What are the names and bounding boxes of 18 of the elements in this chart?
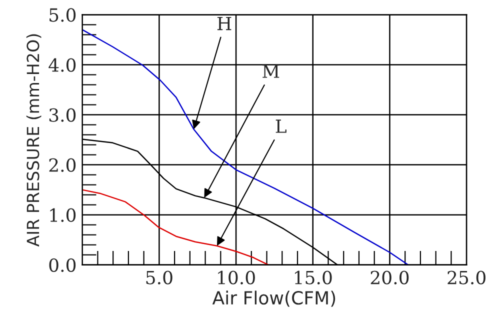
y-tick-label: 4.0 [48,58,76,72]
y-tick-label: 1.0 [50,208,76,222]
annotation: M [262,64,280,78]
y-axis-title: AIR PRESSURE (mm-H2O) [26,34,42,247]
line-series [82,189,269,265]
x-axis-title: Air Flow(CFM) [212,290,336,307]
x-tick-label: 25.0 [448,270,486,284]
x-tick-label: 20.0 [370,270,409,284]
y-tick-label: 5.0 [50,8,76,22]
x-tick-label: 15.0 [294,270,332,284]
y-tick-label: 3.0 [49,108,76,122]
y-tick-label: 0.0 [49,258,76,272]
line-series [82,29,409,265]
annotation: L [276,120,286,133]
annotation: H [217,16,232,30]
x-tick-label: 5.0 [146,270,172,284]
x-tick-label: 10.0 [218,270,255,284]
y-tick-label: 2.0 [49,158,76,172]
